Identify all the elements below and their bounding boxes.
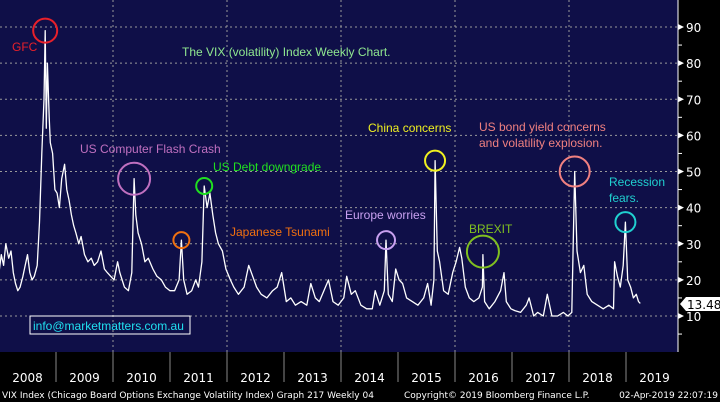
y-tick-arrow	[678, 132, 684, 139]
y-tick-label: 30	[686, 238, 701, 252]
recession-marker-circle	[614, 211, 637, 234]
vix-series-line	[0, 29, 641, 317]
last-value-tag: 13.48	[680, 297, 720, 312]
y-axis: 10 20 30 40 50 60 70 80 90	[678, 21, 701, 335]
footer-left: VIX Index (Chicago Board Options Exchang…	[2, 391, 374, 401]
watermark-email: info@marketmatters.com.au	[33, 319, 184, 333]
x-tick-label: 2019	[639, 371, 670, 385]
y-tick-arrow	[678, 204, 684, 211]
debt-marker-circle	[195, 176, 214, 195]
x-tick-label: 2017	[525, 371, 556, 385]
y-tick-label: 20	[686, 274, 701, 288]
x-tick-label: 2008	[12, 371, 43, 385]
recession-annotation-label-line2: fears.	[609, 191, 639, 205]
x-tick-label: 2018	[582, 371, 613, 385]
x-tick-label: 2016	[468, 371, 499, 385]
x-axis: 2008 2009 2010 2011 2012 2013 2014 2015 2016 2017…	[12, 352, 670, 385]
footer-center: Copyright© 2019 Bloomberg Finance L.P.	[404, 391, 589, 401]
y-tick-label: 60	[686, 129, 701, 143]
y-tick-arrow	[678, 240, 684, 247]
chart-title: The VIX (volatility) Index Weekly Chart.	[182, 45, 391, 59]
japan-annotation-label: Japanese Tsunami	[230, 225, 330, 239]
europe-marker-circle	[376, 230, 397, 251]
y-tick-label: 90	[686, 21, 701, 35]
brexit-marker-circle	[465, 234, 500, 269]
bond-marker-circle	[558, 155, 591, 188]
last-value: 13.48	[687, 298, 720, 312]
grid-lines	[0, 0, 678, 352]
footer-right: 02-Apr-2019 22:07:19	[619, 391, 718, 401]
annotations: GFC US Computer Flash Crash US Debt downgr…	[12, 17, 665, 269]
y-tick-label: 80	[686, 57, 701, 71]
y-tick-label: 50	[686, 166, 701, 180]
europe-annotation-label: Europe worries	[345, 208, 426, 222]
x-tick-label: 2014	[354, 371, 385, 385]
x-tick-label: 2015	[411, 371, 442, 385]
y-tick-label: 10	[686, 310, 701, 324]
flash-marker-circle	[117, 161, 152, 196]
china-marker-circle	[424, 149, 447, 172]
x-tick-label: 2011	[183, 371, 214, 385]
x-tick-label: 2013	[297, 371, 328, 385]
y-tick-label: 70	[686, 93, 701, 107]
y-tick-arrow	[678, 24, 684, 30]
gfc-annotation-label: GFC	[12, 40, 38, 54]
bond-annotation-label-line2: and volatility explosion.	[479, 136, 602, 150]
recession-annotation-label: Recession	[609, 175, 665, 189]
x-tick-label: 2009	[69, 371, 100, 385]
gfc-marker-circle	[32, 17, 59, 44]
y-tick-arrow	[678, 168, 684, 175]
bond-annotation-label: US bond yield concerns	[479, 120, 606, 134]
japan-marker-circle	[172, 231, 191, 250]
debt-annotation-label: US Debt downgrade	[213, 160, 321, 174]
x-tick-label: 2012	[240, 371, 271, 385]
brexit-annotation-label: BREXIT	[469, 222, 513, 236]
y-tick-label: 40	[686, 202, 701, 216]
y-tick-arrow	[678, 276, 684, 283]
y-tick-arrow	[678, 60, 684, 67]
watermark-box	[29, 315, 191, 335]
x-tick-label: 2010	[126, 371, 157, 385]
flash-annotation-label: US Computer Flash Crash	[80, 142, 221, 156]
y-tick-arrow	[678, 313, 684, 319]
china-annotation-label: China concerns	[368, 121, 451, 135]
y-tick-arrow	[678, 96, 684, 103]
